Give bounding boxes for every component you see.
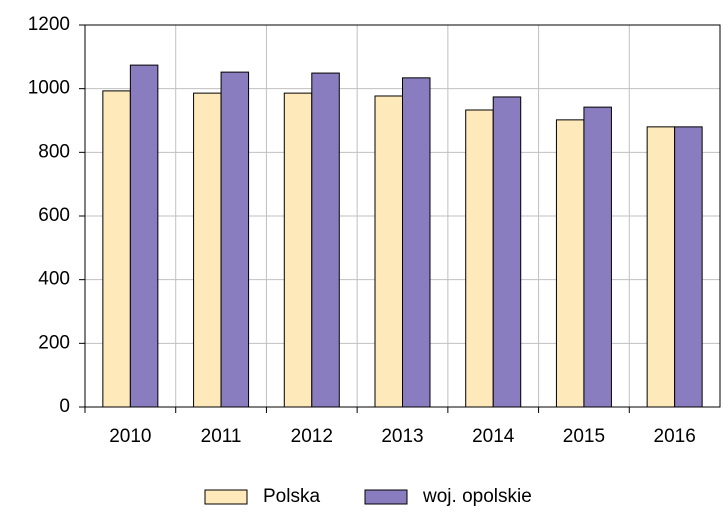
bar <box>583 106 612 408</box>
bar <box>646 126 676 408</box>
bar <box>129 64 159 408</box>
y-tick-label: 1200 <box>28 14 70 35</box>
bar <box>674 126 703 408</box>
x-tick-label: 2012 <box>291 426 333 447</box>
bar <box>465 109 494 408</box>
x-tick-label: 2013 <box>381 426 423 447</box>
x-tick-label: 2014 <box>472 426 515 447</box>
x-tick-label: 2015 <box>563 426 605 447</box>
legend-label: Polska <box>263 486 320 507</box>
y-tick-label: 600 <box>38 205 70 226</box>
bar <box>311 72 340 408</box>
bar <box>374 95 403 408</box>
bar <box>402 77 431 408</box>
y-tick-label: 800 <box>38 141 70 162</box>
bar <box>492 96 522 408</box>
x-tick-label: 2016 <box>654 426 696 447</box>
bar <box>220 71 250 408</box>
y-tick-label: 200 <box>38 332 70 353</box>
x-tick-label: 2010 <box>109 426 151 447</box>
bar <box>193 92 222 408</box>
y-tick-label: 0 <box>59 396 70 417</box>
legend-swatch <box>364 489 408 505</box>
bar <box>283 92 313 408</box>
legend-label: woj. opolskie <box>422 486 532 507</box>
y-tick-label: 1000 <box>28 78 70 99</box>
x-tick-label: 2011 <box>201 426 242 447</box>
legend-swatch <box>204 489 248 505</box>
bar <box>102 90 131 408</box>
bar <box>555 119 585 408</box>
y-tick-label: 400 <box>38 269 70 290</box>
